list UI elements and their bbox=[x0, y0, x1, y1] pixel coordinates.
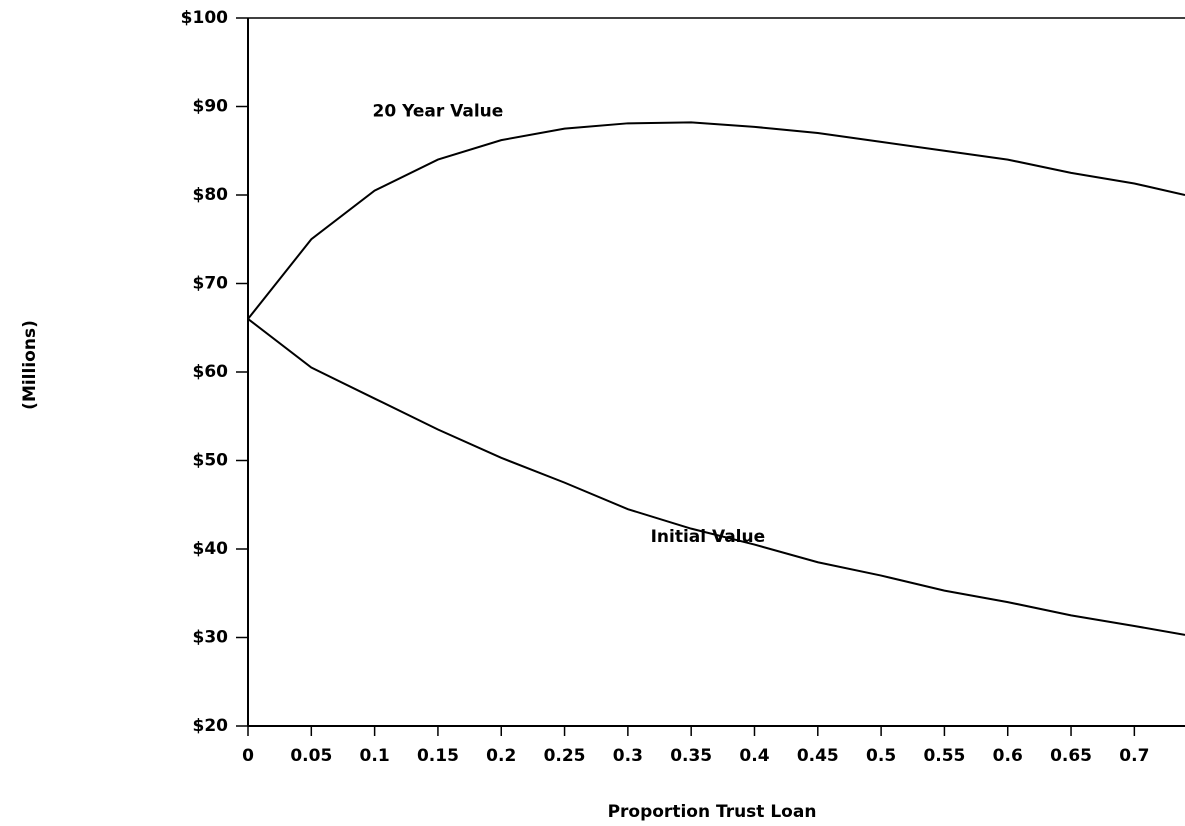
x-tick-label: 0.05 bbox=[290, 746, 332, 766]
x-tick-label: 0.55 bbox=[923, 746, 965, 766]
x-tick-label: 0.25 bbox=[544, 746, 586, 766]
y-tick-label: $60 bbox=[193, 362, 229, 382]
x-tick-label: 0.5 bbox=[866, 746, 896, 766]
y-tick-label: $70 bbox=[193, 274, 229, 294]
x-tick-label: 0.35 bbox=[670, 746, 712, 766]
y-tick-label: $20 bbox=[193, 716, 229, 736]
series-label: Initial Value bbox=[651, 527, 766, 547]
y-tick-label: $80 bbox=[193, 185, 229, 205]
x-tick-label: 0.2 bbox=[486, 746, 516, 766]
y-tick-label: $40 bbox=[193, 539, 229, 559]
x-tick-label: 0.3 bbox=[613, 746, 643, 766]
x-tick-label: 0.6 bbox=[993, 746, 1023, 766]
series-label: 20 Year Value bbox=[373, 102, 504, 122]
y-tick-label: $50 bbox=[193, 451, 229, 471]
x-axis-label: Proportion Trust Loan bbox=[608, 802, 817, 822]
x-tick-label: 0.4 bbox=[739, 746, 769, 766]
line bbox=[247, 318, 1185, 636]
y-tick-label: $90 bbox=[193, 97, 229, 117]
line bbox=[247, 121, 1185, 320]
y-tick-label: $30 bbox=[193, 628, 229, 648]
y-axis-label: (Millions) bbox=[20, 320, 40, 410]
x-tick-label: 0.45 bbox=[797, 746, 839, 766]
x-tick-label: 0.15 bbox=[417, 746, 459, 766]
x-tick-label: 0 bbox=[242, 746, 254, 766]
x-tick-label: 0.65 bbox=[1050, 746, 1092, 766]
x-tick-label: 0.1 bbox=[360, 746, 390, 766]
x-tick-label: 0.7 bbox=[1119, 746, 1149, 766]
y-tick-label: $100 bbox=[181, 8, 228, 28]
